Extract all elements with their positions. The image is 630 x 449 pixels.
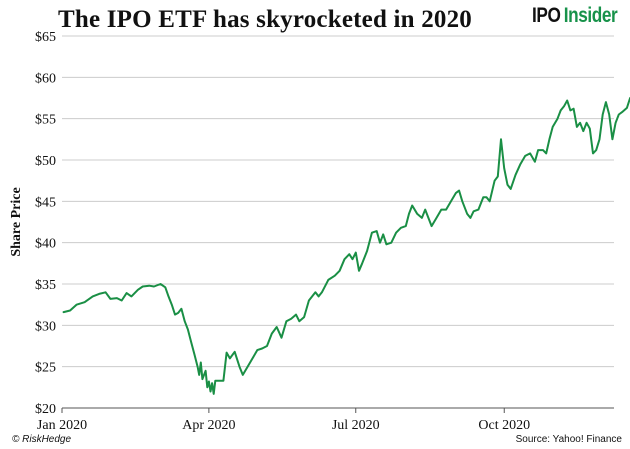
ipo-insider-logo: IPO Insider [532,4,618,28]
logo-text-ipo: IPO [532,4,561,27]
x-tick-label: Oct 2020 [478,418,530,433]
y-tick-label: $65 [35,30,56,45]
y-tick-label: $40 [35,237,56,252]
logo-text-insider: Insider [563,4,618,27]
y-tick-label: $30 [35,319,56,334]
y-tick-label: $35 [35,278,56,293]
y-tick-label: $60 [35,71,56,86]
y-tick-label: $50 [35,154,56,169]
y-axis-label: Share Price [9,187,24,256]
gridlines [62,35,614,368]
x-tick-label: Jan 2020 [37,418,87,433]
chart-title: The IPO ETF has skyrocketed in 2020 [58,6,472,33]
credit-text: © RiskHedge [12,434,72,445]
x-axis-ticks: Jan 2020 Apr 2020 Jul 2020 Oct 2020 [37,408,530,433]
y-tick-label: $55 [35,113,56,128]
y-tick-label: $20 [35,402,56,417]
y-axis-ticks: $20 $25 $30 $35 $40 $45 $50 $55 $60 $65 [35,30,56,417]
source-text: Source: Yahoo! Finance [515,434,622,445]
x-tick-label: Apr 2020 [182,418,235,433]
y-tick-label: $25 [35,361,56,376]
y-tick-label: $45 [35,195,56,210]
series-line [62,96,630,395]
x-tick-label: Jul 2020 [332,418,380,433]
